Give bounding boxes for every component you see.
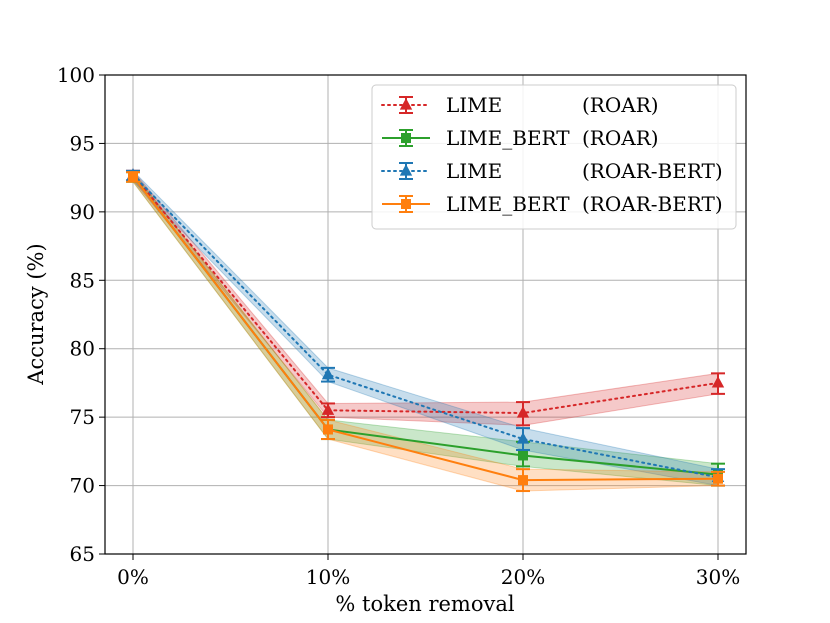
series-line — [132, 173, 719, 415]
plot-frame — [104, 74, 747, 555]
x-tick-label: 0% — [117, 565, 149, 589]
data-point — [128, 171, 138, 182]
legend-label: LIME — [446, 159, 502, 183]
data-point — [711, 376, 725, 388]
series-markers — [126, 168, 725, 493]
legend-label: LIME_BERT — [446, 192, 570, 216]
data-point — [321, 367, 335, 380]
legend-method: (ROAR-BERT) — [582, 159, 723, 183]
x-tick-label: 10% — [306, 565, 350, 589]
legend-method: (ROAR) — [582, 93, 659, 117]
y-tick-label: 100 — [57, 63, 95, 87]
data-point — [321, 403, 335, 415]
legend: LIME (ROAR) LIME_BERT (ROAR) LIME (ROAR-BERT)… — [371, 84, 737, 230]
legend-marker — [399, 98, 413, 110]
x-tick-label: 30% — [696, 565, 740, 589]
legend-label: LIME — [446, 93, 502, 117]
series-line — [132, 173, 719, 479]
y-tick-label: 75 — [70, 405, 95, 429]
y-tick-label: 70 — [70, 474, 95, 498]
series-lines — [132, 173, 719, 482]
y-tick-label: 95 — [70, 131, 95, 155]
legend-marker — [401, 199, 411, 209]
y-axis-title: Accuracy (%) — [24, 243, 48, 385]
y-tick-label: 90 — [70, 200, 95, 224]
legend-box — [371, 84, 737, 230]
legend-label: LIME_BERT — [446, 126, 570, 150]
x-tick-label: 20% — [501, 565, 545, 589]
legend-marker — [399, 164, 413, 176]
legend-marker — [401, 133, 411, 143]
data-point — [516, 432, 530, 444]
data-point — [518, 475, 528, 486]
data-point — [323, 424, 333, 435]
y-tick-label: 80 — [70, 337, 95, 361]
legend-method: (ROAR) — [582, 126, 659, 150]
series-line — [132, 175, 719, 482]
axis-ticks: 65 70 75 80 85 90 95 100 0% 10% 20% 30% — [57, 63, 740, 589]
data-point — [516, 406, 530, 418]
x-axis-title: % token removal — [335, 592, 514, 616]
data-point — [713, 473, 723, 484]
y-tick-label: 65 — [70, 542, 95, 566]
legend-method: (ROAR-BERT) — [582, 192, 723, 216]
data-point — [518, 450, 528, 461]
y-tick-label: 85 — [70, 268, 95, 292]
